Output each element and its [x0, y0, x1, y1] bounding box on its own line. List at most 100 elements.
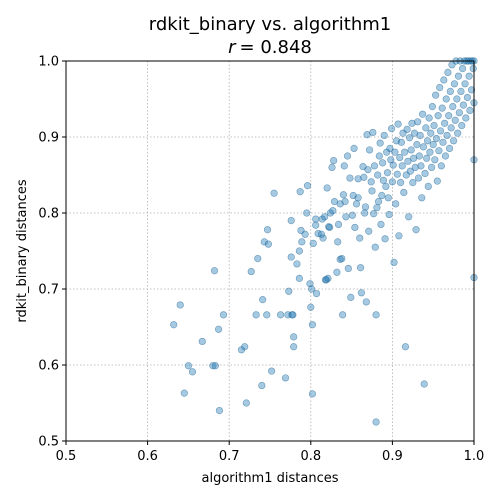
scatter-point: [368, 187, 376, 195]
y-axis-label: rdkit_binary distances: [15, 179, 30, 322]
scatter-point: [367, 178, 375, 186]
scatter-point: [263, 226, 272, 234]
scatter-point: [390, 258, 398, 267]
scatter-point: [439, 138, 447, 146]
scatter-point: [408, 119, 416, 127]
scatter-point: [188, 368, 197, 376]
scatter-point: [445, 144, 454, 152]
scatter-point: [411, 163, 419, 171]
scatter-point: [431, 156, 439, 164]
scatter-point: [209, 362, 217, 370]
scatter-point: [263, 311, 271, 319]
scatter-point: [440, 76, 448, 84]
scatter-point: [298, 238, 306, 246]
scatter-point: [398, 162, 406, 170]
scatter-point: [424, 182, 432, 190]
scatter-point: [303, 182, 312, 190]
scatter-point: [386, 144, 394, 152]
scatter-point: [409, 179, 417, 187]
scatter-point: [308, 285, 316, 293]
scatter-point: [254, 255, 262, 263]
scatter-point: [259, 296, 267, 304]
axis-ticks: 0.5 0.6 0.7 0.8 0.9 1.0 0.5 0.6 0.7 0.8 0.9 1.0: [38, 55, 484, 465]
scatter-point: [317, 230, 326, 238]
scatter-point: [429, 141, 437, 149]
scatter-point: [372, 418, 380, 426]
scatter-point: [241, 343, 249, 351]
scatter-point: [432, 91, 440, 99]
scatter-point: [287, 253, 295, 261]
scatter-point: [428, 102, 436, 111]
scatter-point: [339, 191, 348, 199]
scatter-point: [383, 169, 392, 177]
scatter-point: [422, 124, 430, 132]
plot-frame: [65, 60, 475, 442]
scatter-point: [425, 114, 433, 122]
y-tick-label: 0.6: [38, 359, 59, 374]
scatter-point: [400, 188, 408, 197]
chart-title: rdkit_binary vs. algorithm1: [149, 14, 391, 35]
scatter-point: [401, 148, 409, 156]
scatter-point: [268, 367, 276, 375]
scatter-point: [369, 128, 377, 137]
scatter-point: [210, 267, 219, 275]
scatter-point: [307, 303, 315, 311]
scatter-point: [334, 220, 343, 228]
scatter-point: [312, 221, 320, 229]
scatter-point: [455, 109, 463, 117]
subtitle-symbol: r: [228, 37, 237, 58]
scatter-point: [295, 247, 303, 255]
scatter-point: [346, 174, 354, 182]
scatter-point: [372, 311, 380, 319]
scatter-point: [459, 101, 467, 109]
scatter-point: [319, 234, 327, 242]
scatter-point: [360, 173, 368, 181]
scatter-point: [270, 189, 278, 197]
scatter-point: [467, 86, 476, 94]
scatter-point: [394, 120, 402, 128]
scatter-point: [405, 134, 414, 142]
scatter-point: [392, 200, 400, 208]
scatter-point: [465, 72, 473, 80]
scatter-point: [287, 217, 295, 225]
scatter-point: [260, 238, 268, 246]
scatter-point: [219, 311, 228, 319]
scatter-point: [389, 161, 397, 169]
x-tick-label: 0.9: [382, 449, 403, 464]
scatter-point: [308, 321, 317, 329]
grid-lines: [65, 60, 475, 442]
scatter-point: [301, 230, 309, 238]
scatter-point: [391, 148, 399, 156]
scatter-point: [412, 226, 420, 234]
scatter-point: [252, 311, 260, 319]
scatter-point: [426, 148, 434, 156]
scatter-point: [362, 298, 370, 306]
scatter-point: [281, 374, 290, 382]
scatter-point: [436, 127, 445, 135]
scatter-point: [378, 191, 386, 200]
scatter-point: [379, 176, 388, 184]
scatter-point: [421, 169, 429, 178]
scatter-point: [333, 268, 341, 276]
scatter-point: [404, 157, 412, 165]
x-tick-label: 0.7: [219, 449, 240, 464]
scatter-point: [343, 152, 352, 160]
scatter-point: [417, 162, 425, 170]
scatter-point: [382, 182, 390, 190]
scatter-point: [347, 293, 355, 301]
scatter-point: [361, 209, 369, 217]
scatter-point: [462, 114, 470, 122]
scatter-point: [306, 280, 314, 288]
x-tick-label: 0.6: [137, 449, 158, 464]
scatter-point: [375, 152, 383, 160]
scatter-point: [415, 152, 423, 160]
scatter-point: [296, 188, 304, 196]
scatter-point: [214, 325, 223, 333]
scatter-point: [442, 95, 450, 103]
scatter-point: [401, 343, 410, 351]
scatter-point: [328, 163, 336, 171]
scatter-point: [198, 337, 206, 346]
scatter-point: [427, 129, 435, 137]
y-tick-label: 0.7: [38, 283, 59, 298]
scatter-point: [377, 220, 385, 228]
